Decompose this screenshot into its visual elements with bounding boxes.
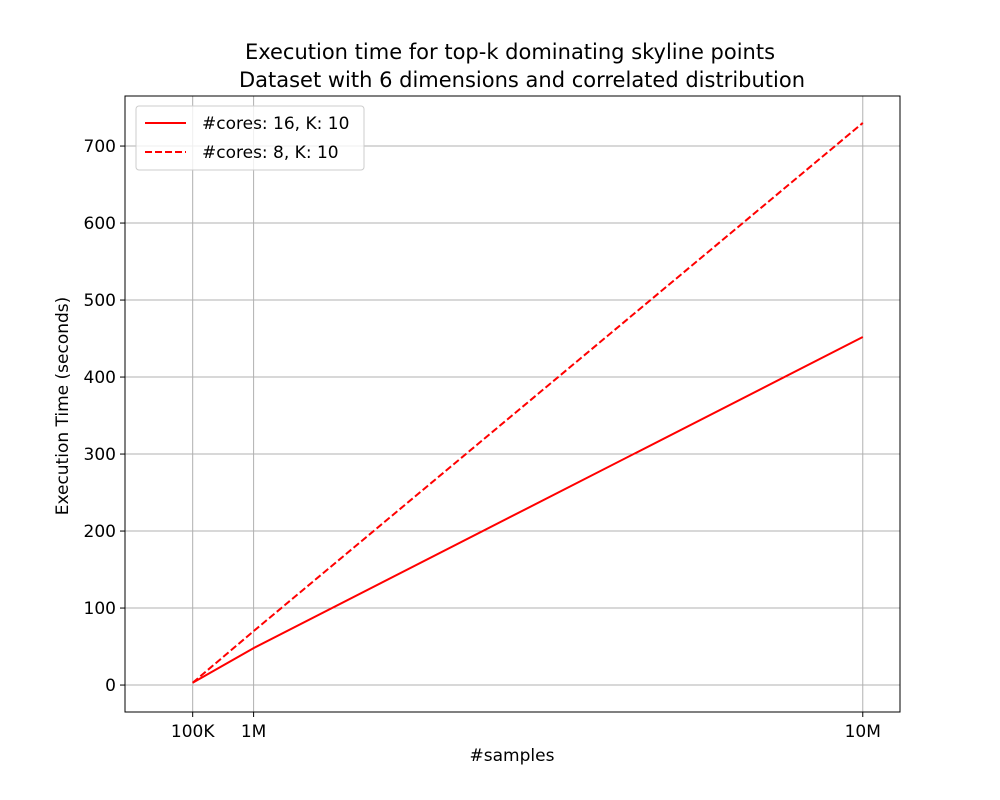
x-axis-label: #samples bbox=[470, 746, 555, 766]
series-line-0 bbox=[192, 336, 864, 684]
y-tick-label: 400 bbox=[84, 368, 116, 388]
y-tick-label: 300 bbox=[84, 445, 116, 465]
legend-label-cores-16: #cores: 16, K: 10 bbox=[202, 114, 349, 134]
y-tick-label: 600 bbox=[84, 214, 116, 234]
series-line-1 bbox=[192, 122, 864, 684]
y-tick-label: 0 bbox=[105, 676, 116, 696]
legend-label-cores-8: #cores: 8, K: 10 bbox=[202, 143, 339, 163]
y-tick-label: 500 bbox=[84, 291, 116, 311]
grid bbox=[125, 96, 900, 712]
legend: #cores: 16, K: 10 #cores: 8, K: 10 bbox=[135, 105, 365, 171]
chart-title: Execution time for top-k dominating skyl… bbox=[245, 40, 775, 64]
axis-ticks: 0 100 200 300 400 500 600 700 100K 1M 10M bbox=[84, 137, 881, 742]
y-tick-label: 100 bbox=[84, 599, 116, 619]
x-tick-label: 10M bbox=[845, 722, 881, 742]
y-axis-label: Execution Time (seconds) bbox=[53, 297, 73, 516]
x-tick-label: 100K bbox=[171, 722, 215, 742]
series-layer bbox=[192, 122, 864, 684]
plot-area bbox=[124, 95, 901, 713]
legend-box bbox=[135, 105, 365, 171]
x-tick-label: 1M bbox=[241, 722, 266, 742]
y-tick-label: 200 bbox=[84, 522, 116, 542]
y-tick-label: 700 bbox=[84, 137, 116, 157]
chart-subtitle: Dataset with 6 dimensions and correlated… bbox=[239, 68, 805, 92]
